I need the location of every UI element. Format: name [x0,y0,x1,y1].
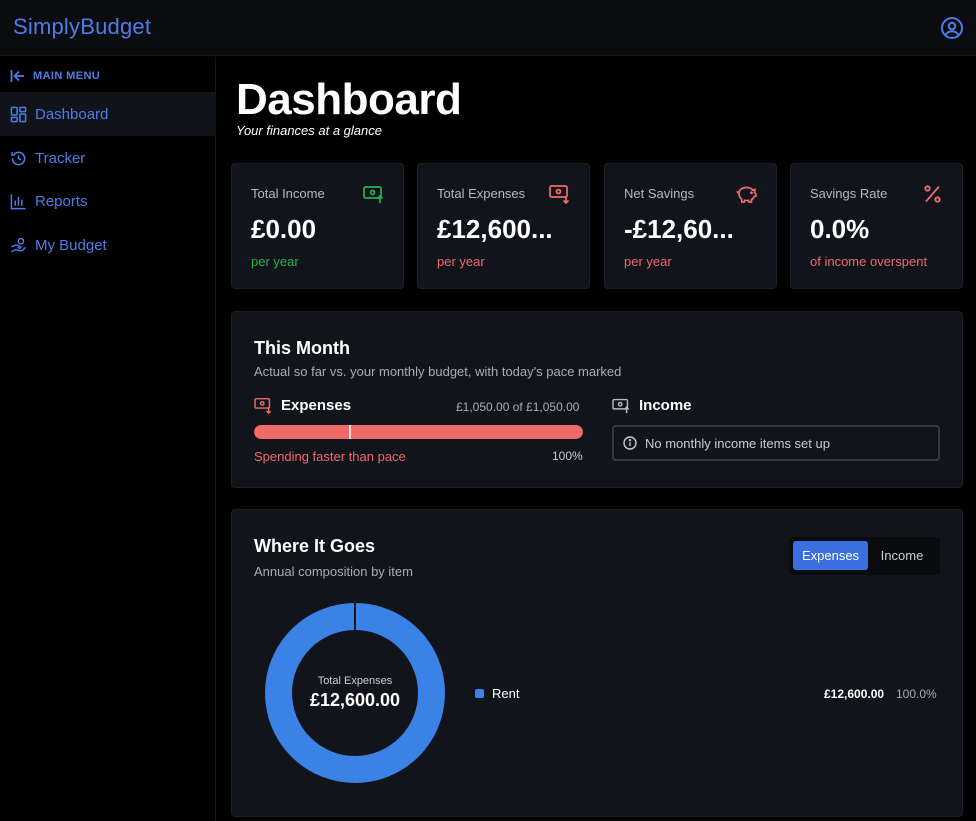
legend-amount: £12,600.00 [824,687,885,701]
this-month-title: This Month [254,338,350,358]
hand-coins-icon [11,237,27,252]
main-menu-label: MAIN MENU [33,70,101,82]
stat-title: Savings Rate [810,186,888,201]
legend-swatch [475,689,484,698]
stat-value: -£12,60... [624,214,734,244]
stat-title: Total Income [251,186,325,201]
piggy-bank-icon [736,186,757,203]
history-icon [11,151,26,165]
stat-card-net-savings: Net Savings -£12,60... per year [604,163,777,289]
legend-label: Rent [492,686,520,701]
money-in-icon [363,186,384,203]
stat-note: of income overspent [810,254,928,269]
stat-note: per year [437,254,485,269]
where-it-goes-card: Where It Goes Annual composition by item… [231,509,963,817]
where-it-goes-subtitle: Annual composition by item [254,564,413,579]
sidebar-item-reports[interactable]: Reports [0,179,216,223]
stat-note: per year [624,254,672,269]
donut-center-value: £12,600.00 [309,690,401,710]
expenses-percent: 100% [552,449,583,463]
stat-value: £0.00 [251,214,317,244]
no-income-notice: No monthly income items set up [612,425,940,461]
collapse-menu-button[interactable]: MAIN MENU [10,69,100,83]
app-brand[interactable]: SimplyBudget [13,14,152,39]
tab-income[interactable]: Income [880,548,924,563]
percent-icon [924,185,941,203]
stat-value: £12,600... [437,214,553,244]
stat-note: per year [251,254,299,269]
sidebar-item-dashboard[interactable]: Dashboard [0,92,216,136]
account-button[interactable] [940,16,964,40]
expenses-amount: £1,050.00 of £1,050.00 [456,400,580,414]
stat-card-total-income: Total Income £0.00 per year [231,163,404,289]
income-label: Income [639,397,692,414]
tab-expenses[interactable]: Expenses [793,541,868,570]
expenses-progress-bar [254,425,583,439]
stat-value: 0.0% [810,214,870,244]
no-income-text: No monthly income items set up [645,435,830,451]
money-out-icon [254,397,272,414]
legend-item-rent[interactable]: Rent [475,686,519,701]
income-progress-label: Income [612,397,692,414]
composition-toggle: Expenses Income [789,537,940,575]
sidebar: MAIN MENU Dashboard Tracker Reports [0,57,216,821]
sidebar-item-tracker[interactable]: Tracker [0,136,216,180]
stat-card-savings-rate: Savings Rate 0.0% of income overspent [790,163,963,289]
expenses-label: Expenses [281,397,352,414]
donut-center-label: Total Expenses [317,675,393,687]
collapse-left-icon [10,70,24,82]
info-icon [623,436,637,450]
main-content: Dashboard Your finances at a glance Tota… [217,57,976,821]
composition-donut-chart [265,602,445,783]
this-month-subtitle: Actual so far vs. your monthly budget, w… [254,364,622,379]
this-month-card: This Month Actual so far vs. your monthl… [231,311,963,488]
user-circle-icon [941,17,963,39]
sidebar-item-label: Dashboard [35,105,109,123]
sidebar-item-label: Reports [35,192,88,210]
money-in-icon [612,398,630,414]
page-subtitle: Your finances at a glance [236,123,382,138]
top-bar: SimplyBudget [0,0,976,56]
expenses-progress-label: Expenses [254,397,351,414]
stat-card-total-expenses: Total Expenses £12,600... per year [417,163,590,289]
page-title: Dashboard [236,75,462,124]
expenses-progress-fill [254,425,583,439]
pace-marker [349,425,352,439]
legend-percent: 100.0% [896,687,937,701]
sidebar-item-label: My Budget [35,236,107,254]
stat-title: Total Expenses [437,186,526,201]
bar-chart-icon [10,193,26,209]
stat-title: Net Savings [624,186,695,201]
dashboard-icon [10,106,27,122]
sidebar-item-label: Tracker [35,149,86,167]
pace-status: Spending faster than pace [254,449,406,464]
sidebar-item-my-budget[interactable]: My Budget [0,223,216,267]
where-it-goes-title: Where It Goes [254,536,376,556]
money-out-icon [549,185,570,204]
